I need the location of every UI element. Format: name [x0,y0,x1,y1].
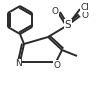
Text: O: O [51,7,58,15]
Text: O: O [82,10,89,20]
Text: N: N [15,60,21,69]
Text: O: O [53,61,60,69]
Text: Cl: Cl [81,2,89,12]
Text: S: S [65,20,71,30]
